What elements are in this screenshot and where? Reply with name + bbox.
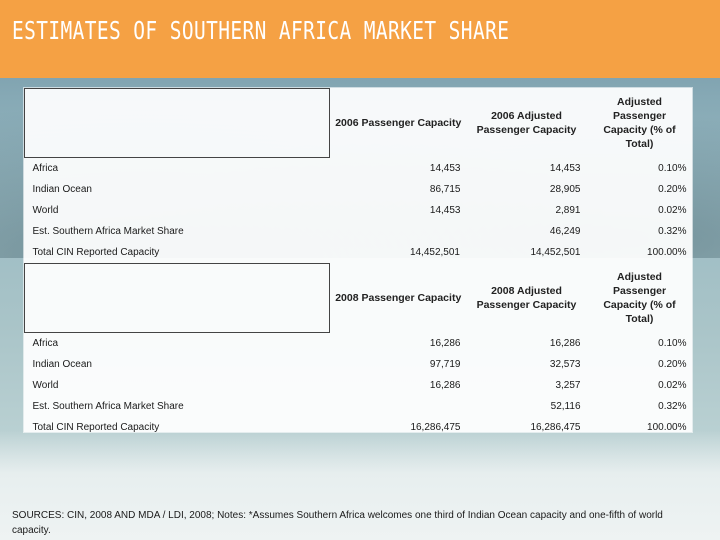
- pct-value: 100.00%: [647, 422, 687, 433]
- page-title: ESTIMATES OF SOUTHERN AFRICA MARKET SHAR…: [12, 16, 510, 45]
- row-label: Total CIN Reported Capacity: [32, 247, 160, 258]
- capacity-value: [330, 396, 467, 417]
- row-label: World: [32, 205, 59, 216]
- adjusted-value: 52,116: [550, 401, 581, 412]
- capacity-value: 14,452,501: [409, 247, 460, 259]
- pct-value: 0.20%: [658, 184, 687, 195]
- adjusted-value: 32,573: [549, 359, 581, 370]
- header-capacity-2006: 2006 Passenger Capacity: [335, 117, 462, 129]
- table-row: Indian Ocean 86,715 28,905 0.20%: [25, 179, 693, 200]
- adjusted-value: 28,905: [549, 184, 581, 195]
- capacity-value: 14,453: [429, 205, 461, 216]
- capacity-value: 86,715: [429, 184, 461, 195]
- row-label: Est. Southern Africa Market Share: [32, 226, 184, 237]
- adjusted-value: 16,286: [549, 337, 581, 349]
- header-adjusted-2008: 2008 Adjusted Passenger Capacity: [476, 285, 577, 311]
- pct-value: 100.00%: [647, 247, 687, 259]
- table-row: Africa 16,286 16,286 0.10%: [25, 333, 693, 355]
- row-label: Africa: [32, 338, 59, 349]
- capacity-value: [330, 221, 467, 242]
- table-row: Est. Southern Africa Market Share 52,116…: [25, 396, 693, 417]
- pct-value: 0.32%: [658, 401, 687, 412]
- adjusted-value: 14,453: [549, 162, 581, 174]
- header-adjusted-2006: 2006 Adjusted Passenger Capacity: [476, 110, 577, 136]
- table-row: Est. Southern Africa Market Share 46,249…: [25, 221, 693, 242]
- header-pct-2008: Adjusted Passenger Capacity (% of Total): [603, 271, 676, 325]
- row-label: Indian Ocean: [32, 184, 93, 195]
- header-pct-2006: Adjusted Passenger Capacity (% of Total): [603, 96, 676, 150]
- capacity-value: 16,286: [429, 380, 461, 391]
- pct-value: 0.20%: [658, 359, 687, 370]
- adjusted-value: 2,891: [555, 205, 581, 216]
- row-label: Total CIN Reported Capacity: [32, 422, 160, 433]
- pct-value: 0.10%: [658, 337, 687, 349]
- table-row: Africa 14,453 14,453 0.10%: [25, 158, 693, 180]
- table-row: World 16,286 3,257 0.02%: [25, 375, 693, 396]
- title-bar: ESTIMATES OF SOUTHERN AFRICA MARKET SHAR…: [0, 0, 720, 78]
- capacity-value: 16,286: [429, 337, 461, 349]
- row-label: Est. Southern Africa Market Share: [32, 401, 184, 412]
- capacity-value: 16,286,475: [410, 422, 461, 433]
- row-label: World: [32, 380, 59, 391]
- adjusted-value: 46,249: [549, 226, 581, 237]
- adjusted-value: 3,257: [555, 380, 581, 391]
- row-label: Indian Ocean: [32, 359, 93, 370]
- row-label: Africa: [32, 163, 59, 174]
- pct-value: 0.02%: [658, 205, 687, 216]
- capacity-value: 14,453: [429, 162, 461, 174]
- table-row: Total CIN Reported Capacity 16,286,475 1…: [25, 417, 693, 438]
- sources-note: SOURCES: CIN, 2008 AND MDA / LDI, 2008; …: [12, 510, 663, 536]
- table-row: World 14,453 2,891 0.02%: [25, 200, 693, 221]
- header-row-2006: 2006 Passenger Capacity 2006 Adjusted Pa…: [24, 88, 693, 158]
- table-row: Indian Ocean 97,719 32,573 0.20%: [25, 354, 693, 375]
- header-capacity-2008: 2008 Passenger Capacity: [335, 292, 462, 304]
- header-blank-cell: [24, 88, 330, 158]
- pct-value: 0.02%: [658, 380, 687, 391]
- background-shore: [0, 430, 720, 540]
- market-share-table: 2006 Passenger Capacity 2006 Adjusted Pa…: [24, 88, 693, 438]
- pct-value: 0.10%: [658, 162, 687, 174]
- capacity-value: 97,719: [429, 359, 461, 370]
- pct-value: 0.32%: [658, 226, 687, 237]
- header-blank-cell: [24, 263, 330, 333]
- adjusted-value: 14,452,501: [530, 247, 581, 259]
- table-row: Total CIN Reported Capacity 14,452,501 1…: [25, 242, 693, 264]
- adjusted-value: 16,286,475: [530, 422, 581, 433]
- header-row-2008: 2008 Passenger Capacity 2008 Adjusted Pa…: [24, 263, 693, 333]
